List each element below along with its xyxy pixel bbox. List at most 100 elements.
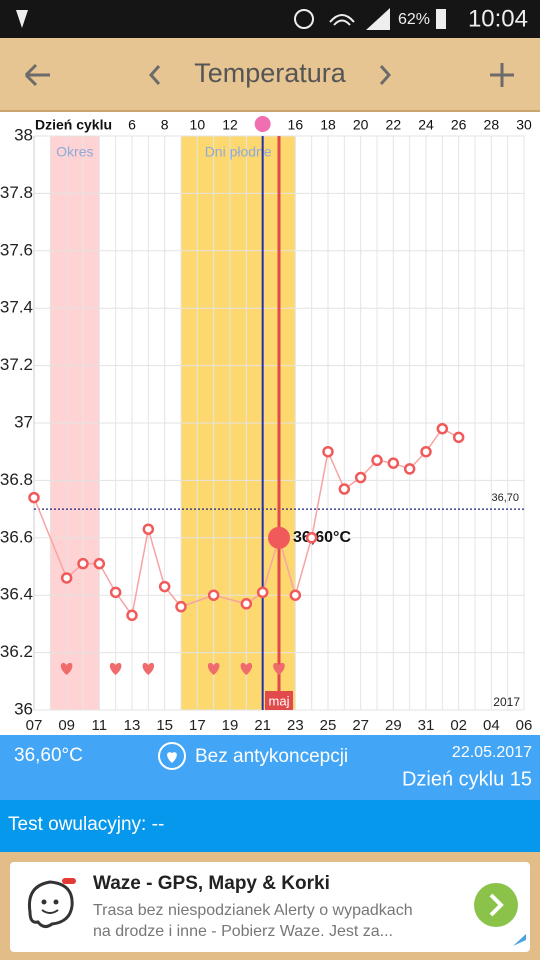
x2-tick-label: 20 (353, 117, 369, 133)
point (77, 557, 89, 570)
y-tick-label: 37.4 (0, 298, 33, 317)
x2-tick-label: 24 (418, 117, 434, 133)
y-tick-label: 36.2 (0, 642, 33, 661)
battery-text: 62% (398, 11, 430, 28)
x2-tick-label: 28 (484, 117, 500, 133)
info-bar (0, 735, 540, 800)
toolbar (0, 38, 540, 112)
band-label: Dni płodne (205, 144, 272, 160)
point (126, 609, 138, 622)
ad-icon (27, 880, 74, 929)
heart (142, 662, 155, 675)
x-tick-label: 07 (26, 717, 43, 734)
clock: 10:04 (468, 5, 528, 32)
ad-card[interactable] (10, 862, 530, 952)
toolbar-title: Temperatura (194, 58, 347, 88)
heart-icon (167, 752, 177, 763)
info-contraception[interactable]: Bez antykoncepcji (195, 746, 348, 767)
point (175, 600, 187, 613)
status-bar (0, 0, 540, 38)
point (387, 457, 400, 469)
alarm-icon (294, 9, 314, 29)
point (240, 598, 253, 610)
selected-point (268, 526, 290, 549)
x-tick-label: 06 (516, 717, 533, 734)
ovulation-test-bar[interactable] (0, 800, 540, 852)
month-box (265, 691, 293, 710)
heart (109, 662, 122, 675)
chart: 36 36.2 36.4 36.6 36.8 37 37.2 37.4 37.6 37.8 38 07… (0, 116, 532, 734)
point (403, 463, 416, 475)
info-temperature: 36,60°C (14, 745, 83, 766)
ad-icon-smile (41, 909, 59, 914)
x-tick-label: 27 (352, 717, 369, 734)
x-tick-label: 25 (320, 717, 337, 734)
contraception-icon[interactable] (158, 742, 186, 770)
ovulation-test[interactable]: Test owulacyjny: -- (8, 814, 164, 835)
point (256, 586, 269, 599)
point (436, 422, 449, 435)
x2-tick-label: 26 (451, 117, 467, 133)
info-date: 22.05.2017 (452, 744, 532, 761)
ad-line: na drodze i inne - Pobierz Waze. Jest za… (93, 923, 393, 940)
point (93, 557, 106, 570)
point (158, 580, 171, 593)
cover-line-label: 36,70 (491, 492, 519, 504)
x2-tick-label: 6 (128, 117, 136, 133)
heart (60, 662, 73, 675)
heart (207, 662, 220, 675)
point (28, 491, 40, 504)
y-tick-label: 37 (14, 412, 33, 431)
point (109, 586, 122, 599)
x2-tick-label: 30 (516, 117, 532, 133)
x-tick-label: 21 (254, 717, 271, 734)
back-button[interactable] (24, 63, 50, 87)
heart (273, 662, 285, 675)
ad-chevron (489, 893, 504, 917)
x-tick-label: 17 (189, 717, 206, 734)
y-tick-label: 37.2 (0, 355, 33, 374)
x2-tick-label: 18 (320, 117, 336, 133)
point (207, 589, 220, 601)
y-tick-label: 37.6 (0, 240, 33, 259)
x-tick-label: 23 (287, 717, 304, 734)
ovulation-marker (254, 116, 271, 132)
y-tick-label: 37.8 (0, 183, 33, 202)
ad-open-button[interactable] (474, 883, 518, 927)
y-tick-label: 36.4 (0, 585, 33, 604)
x-tick-label: 02 (450, 717, 467, 734)
x-tick-label: 09 (58, 717, 75, 734)
wifi-icon (329, 14, 355, 26)
ad-choices[interactable] (513, 934, 526, 946)
point (338, 483, 351, 495)
battery-icon (436, 9, 446, 29)
band-label: Okres (56, 144, 93, 160)
point (142, 523, 155, 535)
ad-title[interactable]: Waze - GPS, Mapy & Korki (93, 873, 330, 894)
toolbar-edge (0, 110, 540, 112)
ad-icon-eye (41, 899, 47, 905)
signal-icon (366, 8, 390, 30)
x2-tick-label: 16 (288, 117, 304, 133)
x-tick-label: 13 (124, 717, 141, 734)
point (60, 572, 73, 584)
point (305, 532, 318, 544)
ad-icon-badge (62, 878, 76, 884)
point (289, 589, 302, 601)
point (371, 454, 383, 467)
value-label: 36,60°C (293, 529, 351, 546)
y-tick-label: 36.6 (0, 527, 33, 546)
point (452, 431, 465, 444)
heart (240, 662, 253, 675)
next-button[interactable] (379, 65, 392, 85)
ad-line: Trasa bez niespodzianek Alerty o wypadka… (93, 902, 413, 919)
x2-tick-label: 10 (190, 117, 206, 133)
app-icon (16, 10, 28, 28)
add-button[interactable] (490, 63, 514, 87)
prev-button[interactable] (148, 65, 161, 85)
ad-icon-eye (53, 899, 59, 905)
y-tick-label: 36 (14, 699, 33, 718)
x2-tick-label: 22 (386, 117, 402, 133)
x-tick-label: 29 (385, 717, 402, 734)
